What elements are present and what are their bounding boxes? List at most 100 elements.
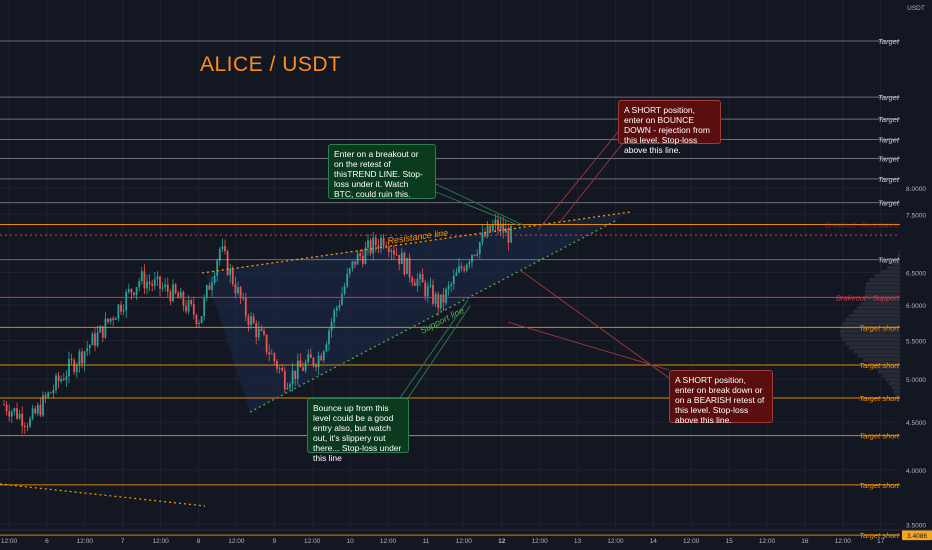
candle-body: [411, 277, 414, 283]
candle-body: [260, 328, 263, 331]
pointer-green-bottom-2: [407, 305, 471, 399]
volume-profile-bar: [839, 330, 900, 334]
candle-body: [476, 253, 479, 256]
candle-body: [341, 293, 343, 305]
level-label: Target: [878, 154, 900, 163]
candle-body: [73, 360, 76, 373]
candle-body: [135, 287, 138, 296]
time-tick-label: 7: [121, 538, 125, 545]
candle-body: [195, 314, 198, 325]
candle-body: [127, 288, 130, 292]
volume-profile-bar: [858, 354, 900, 358]
candle-body: [494, 219, 497, 225]
volume-profile-bar: [868, 362, 900, 366]
candle-body: [138, 281, 141, 288]
candle-body: [34, 408, 37, 414]
volume-profile-bar: [877, 370, 900, 374]
level-label: Target short: [859, 531, 900, 540]
note-green-bottom[interactable]: Bounce up from this level could be a goo…: [307, 398, 409, 463]
candle-body: [255, 323, 258, 337]
level-label: Target short: [859, 394, 900, 403]
candle-body: [307, 354, 310, 363]
candle-body: [387, 246, 390, 253]
candle-body: [367, 240, 369, 248]
volume-profile-bar: [857, 306, 900, 310]
candle-body: [291, 370, 294, 385]
time-tick-label: 12:00: [1, 538, 18, 545]
candle-body: [419, 274, 421, 279]
candle-body: [237, 287, 239, 294]
time-axis[interactable]: 12:00 6 12:00 7 12:00 8 12:00 9 12:00 10 12:00 11 12…: [0, 529, 932, 545]
note-red-right[interactable]: A SHORT position, enter on break down or…: [669, 370, 773, 425]
candle-body: [450, 284, 453, 286]
candle-body: [377, 245, 380, 249]
candle-body: [502, 223, 505, 233]
candle-body: [304, 362, 307, 371]
candle-body: [81, 351, 83, 364]
candle-body: [478, 242, 481, 254]
volume-profile-bar: [896, 398, 900, 402]
candle-body: [471, 255, 473, 262]
candle-body: [218, 248, 221, 261]
note-green-top[interactable]: Enter on a breakout or on the retest of …: [328, 144, 436, 199]
price-tick-label: 7.5000: [906, 212, 926, 219]
volume-profile-bar: [842, 322, 900, 326]
candle-body: [315, 365, 317, 368]
resistance-trendline[interactable]: [201, 211, 631, 274]
volume-profile-bar: [865, 290, 900, 294]
level-label: Target: [878, 175, 900, 184]
volume-profile-bar: [864, 294, 900, 298]
time-tick-label: 12:00: [304, 538, 321, 545]
price-tick-label: 3.5000: [906, 522, 926, 529]
candle-body: [140, 271, 143, 282]
candle-body: [187, 300, 190, 312]
candle-body: [231, 268, 234, 285]
price-axis[interactable]: USDT 8.0000 7.5000 6.5000 6.0000 5.5000 5.0000…: [900, 0, 932, 530]
candle-body: [179, 292, 182, 299]
candle-body: [104, 318, 107, 338]
candle-body: [510, 226, 512, 243]
candle-body: [65, 376, 68, 380]
volume-profile-bar: [848, 314, 900, 318]
level-label: Target: [878, 93, 900, 102]
candle-body: [153, 279, 156, 286]
candle-body: [429, 284, 432, 287]
candle-body: [151, 283, 154, 286]
candle-body: [172, 284, 174, 302]
volume-profile-bar: [880, 270, 900, 274]
candle-body: [60, 378, 63, 382]
candle-body: [10, 411, 13, 417]
candle-body: [356, 253, 359, 265]
candle-body: [148, 281, 151, 284]
candle-body: [369, 240, 372, 254]
candle-body: [439, 294, 442, 309]
level-label: Target short: [859, 361, 900, 370]
candle-body: [465, 264, 468, 271]
candle-body: [390, 250, 393, 253]
time-tick-label: 9: [272, 538, 276, 545]
candle-body: [481, 232, 484, 243]
chart-title: ALICE / USDT: [200, 53, 342, 76]
time-tick-label: 12: [498, 538, 506, 545]
candle-body: [458, 266, 460, 273]
candle-body: [221, 246, 224, 249]
candle-body: [463, 268, 466, 271]
support-trendline[interactable]: [249, 220, 616, 413]
time-tick-label: 12:00: [152, 538, 169, 545]
time-tick-label: 8: [197, 538, 201, 545]
candle-body: [299, 360, 302, 368]
candle-body: [325, 344, 328, 352]
note-red-top[interactable]: A SHORT position, enter on BOUNCE DOWN -…: [618, 100, 721, 155]
volume-profile-bar: [863, 358, 900, 362]
candle-body: [200, 316, 203, 324]
candle-body: [374, 237, 377, 246]
price-tick-label: 6.5000: [906, 270, 926, 277]
pointer-green-bottom: [399, 299, 469, 399]
volume-profile-bar: [865, 286, 900, 290]
candle-body: [52, 390, 55, 393]
old-trendline[interactable]: [0, 483, 206, 507]
candle-body: [68, 358, 70, 377]
time-tick-label: 17: [877, 538, 885, 545]
candle-body: [281, 368, 284, 371]
